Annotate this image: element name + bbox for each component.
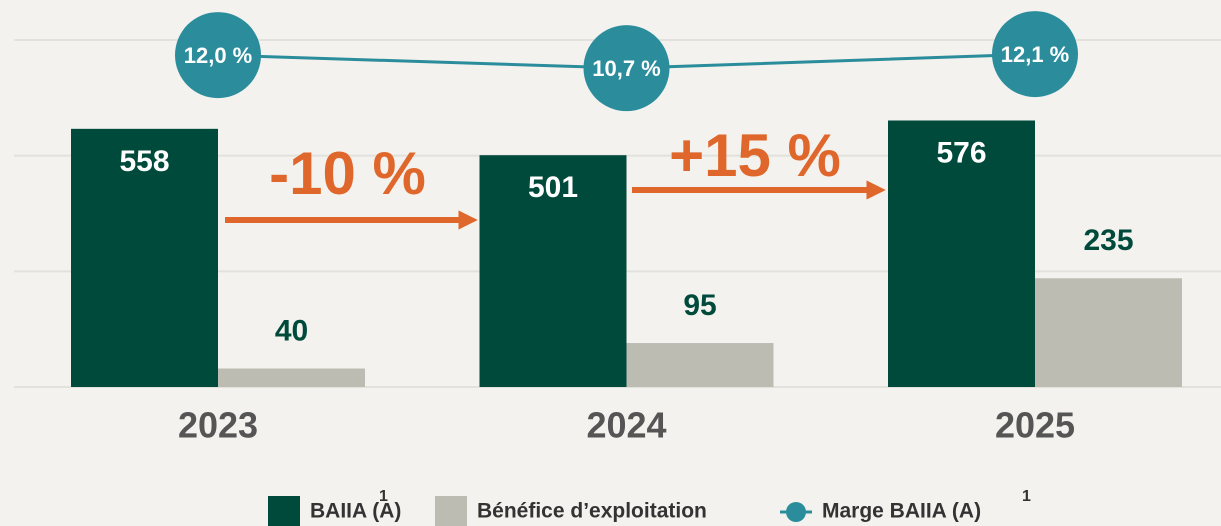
legend-swatch	[435, 496, 467, 526]
legend-swatch	[786, 502, 806, 522]
bar	[218, 368, 365, 387]
data-label: 576	[936, 136, 986, 169]
legend-label: Marge BAIIA (A)	[822, 500, 981, 523]
data-label: 95	[683, 289, 716, 322]
annotation: +15 %	[669, 122, 841, 189]
bar	[1035, 278, 1182, 387]
data-label: 12,1 %	[1001, 42, 1070, 67]
marker	[175, 12, 261, 99]
marker	[992, 11, 1078, 98]
legend-swatch	[268, 496, 300, 526]
footnote-mark: 1	[1022, 488, 1031, 505]
footnote-mark: 1	[379, 488, 388, 505]
data-label: 558	[119, 145, 169, 178]
data-label: 40	[275, 314, 308, 347]
x-tick-label: 2023	[178, 405, 258, 446]
data-label: 10,7 %	[592, 56, 661, 81]
annotation: -10 %	[269, 140, 426, 207]
bar	[626, 343, 774, 387]
x-tick-label: 2025	[995, 405, 1075, 446]
legend-label: BAIIA (A)	[310, 500, 401, 523]
x-tick-label: 2024	[586, 405, 666, 446]
bar	[479, 155, 627, 387]
data-label: 235	[1083, 224, 1133, 257]
marker	[583, 25, 670, 112]
bar	[888, 120, 1035, 387]
data-label: 501	[528, 171, 578, 204]
bar	[71, 128, 218, 387]
data-label: 12,0 %	[184, 43, 253, 68]
legend-label: Bénéfice d’exploitation	[477, 500, 707, 523]
